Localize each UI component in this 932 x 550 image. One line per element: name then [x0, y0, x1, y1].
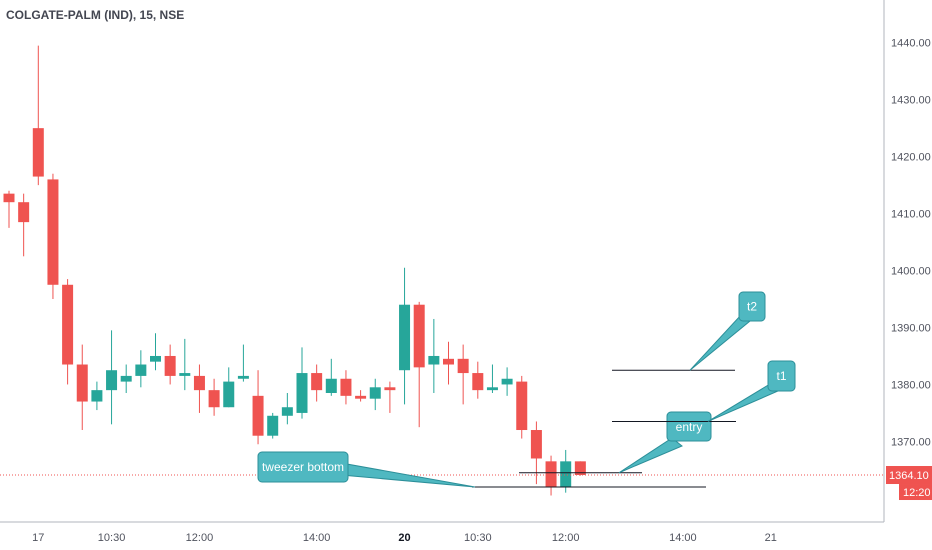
candle-body: [501, 378, 513, 385]
candle-body: [428, 355, 440, 365]
y-tick-label: 1370.00: [891, 436, 931, 448]
candle-body: [32, 128, 44, 177]
x-tick-label: 17: [32, 532, 44, 544]
candle-body: [223, 381, 235, 408]
candle-body: [399, 304, 411, 371]
candle-body: [355, 395, 367, 399]
candle-body: [574, 461, 586, 476]
candle-body: [62, 284, 74, 365]
countdown-label: 12:20: [903, 487, 931, 499]
candle-body: [179, 373, 191, 376]
y-tick-label: 1430.00: [891, 95, 931, 107]
candle-body: [18, 202, 30, 223]
candle-body: [208, 390, 220, 408]
candle-body: [3, 193, 15, 203]
x-tick-label: 14:00: [303, 532, 331, 544]
y-tick-label: 1400.00: [891, 266, 931, 278]
callout-label: t1: [776, 369, 786, 383]
candle-body: [325, 378, 337, 393]
candle-body: [91, 390, 103, 402]
candles-layer: [3, 45, 586, 496]
candle-body: [252, 395, 264, 436]
candle-body: [486, 387, 498, 391]
last-price-label: 1364.10: [889, 470, 929, 482]
candle-body: [457, 358, 469, 374]
callout-box: [738, 291, 766, 322]
callout-pointer: [689, 314, 751, 371]
callout-label: t2: [747, 300, 757, 314]
candle-body: [164, 355, 176, 376]
last-price-badge: [886, 466, 932, 485]
callout-label: entry: [676, 420, 703, 434]
candle-body: [267, 415, 279, 436]
callout-box: [257, 451, 349, 483]
x-tick-label: 21: [765, 532, 777, 544]
y-tick-label: 1420.00: [891, 152, 931, 164]
candle-body: [369, 387, 381, 399]
drawings-layer: tweezer bottom entry t1 t2: [0, 291, 884, 488]
candle-body: [413, 304, 425, 368]
candle-body: [106, 370, 118, 391]
callout-box: [666, 411, 712, 442]
candle-body: [237, 375, 249, 379]
candle-body: [150, 355, 161, 362]
candle-body: [545, 461, 557, 487]
y-tick-label: 1440.00: [891, 38, 931, 50]
x-tick-label: 14:00: [669, 532, 697, 544]
candle-body: [384, 387, 396, 391]
candle-body: [296, 373, 308, 413]
callout-pointer: [707, 383, 779, 422]
callout-label: tweezer bottom: [262, 460, 344, 474]
y-tick-label: 1410.00: [891, 209, 931, 221]
candle-body: [340, 378, 352, 396]
x-tick-label: 10:30: [98, 532, 126, 544]
candle-body: [76, 364, 88, 402]
callout-pointer: [618, 437, 683, 474]
candle-body: [443, 358, 454, 365]
x-tick-label: 20: [398, 532, 410, 544]
candle-body: [135, 364, 147, 376]
callout-box: [767, 360, 796, 392]
chart-title: COLGATE-PALM (IND), 15, NSE: [6, 8, 185, 22]
candle-body: [281, 407, 293, 416]
candle-body: [530, 430, 542, 459]
y-tick-label: 1390.00: [891, 322, 931, 334]
candle-body: [472, 373, 484, 391]
candle-body: [560, 461, 572, 487]
countdown-badge: [899, 484, 932, 501]
x-tick-label: 10:30: [464, 532, 492, 544]
candle-body: [120, 375, 132, 382]
candle-body: [516, 381, 528, 431]
candle-body: [311, 373, 323, 391]
candle-body: [193, 375, 205, 391]
callout-pointer: [329, 460, 476, 488]
candle-body: [47, 179, 59, 285]
x-tick-label: 12:00: [552, 532, 580, 544]
y-tick-label: 1380.00: [891, 379, 931, 391]
x-tick-label: 12:00: [186, 532, 214, 544]
